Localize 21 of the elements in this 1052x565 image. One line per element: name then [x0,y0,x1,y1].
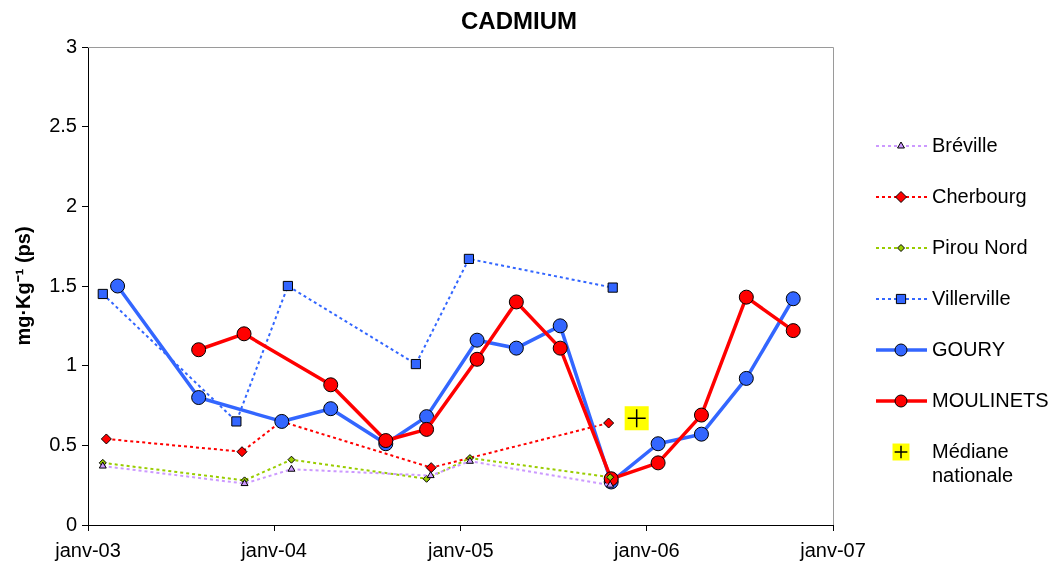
legend-label: GOURY [932,337,1005,360]
x-tick-label: janv-06 [613,538,680,561]
legend-label: Villerville [932,286,1011,309]
legend-label: Bréville [932,133,998,156]
legend-label: Pirou Nord [932,235,1028,258]
y-tick-label: 0 [65,512,77,535]
y-tick-label: 2 [65,193,77,216]
x-tick-label: janv-04 [240,538,307,561]
y-tick-label: 2.5 [49,114,77,137]
legend-label: Médiane nationale [932,439,1014,486]
y-axis-title: mg·Kg⁻¹ (ps) [11,226,34,346]
y-tick-label: 3 [65,34,77,57]
legend-label: Cherbourg [932,184,1027,207]
chart-title: CADMIUM [461,6,577,34]
y-tick-label: 1 [65,353,77,376]
x-tick-label: janv-07 [799,538,866,561]
x-tick-label: janv-03 [54,538,121,561]
legend-label: MOULINETS [932,388,1049,411]
y-tick-label: 1.5 [49,273,77,296]
x-tick-label: janv-05 [426,538,494,561]
y-tick-label: 0.5 [49,432,77,455]
